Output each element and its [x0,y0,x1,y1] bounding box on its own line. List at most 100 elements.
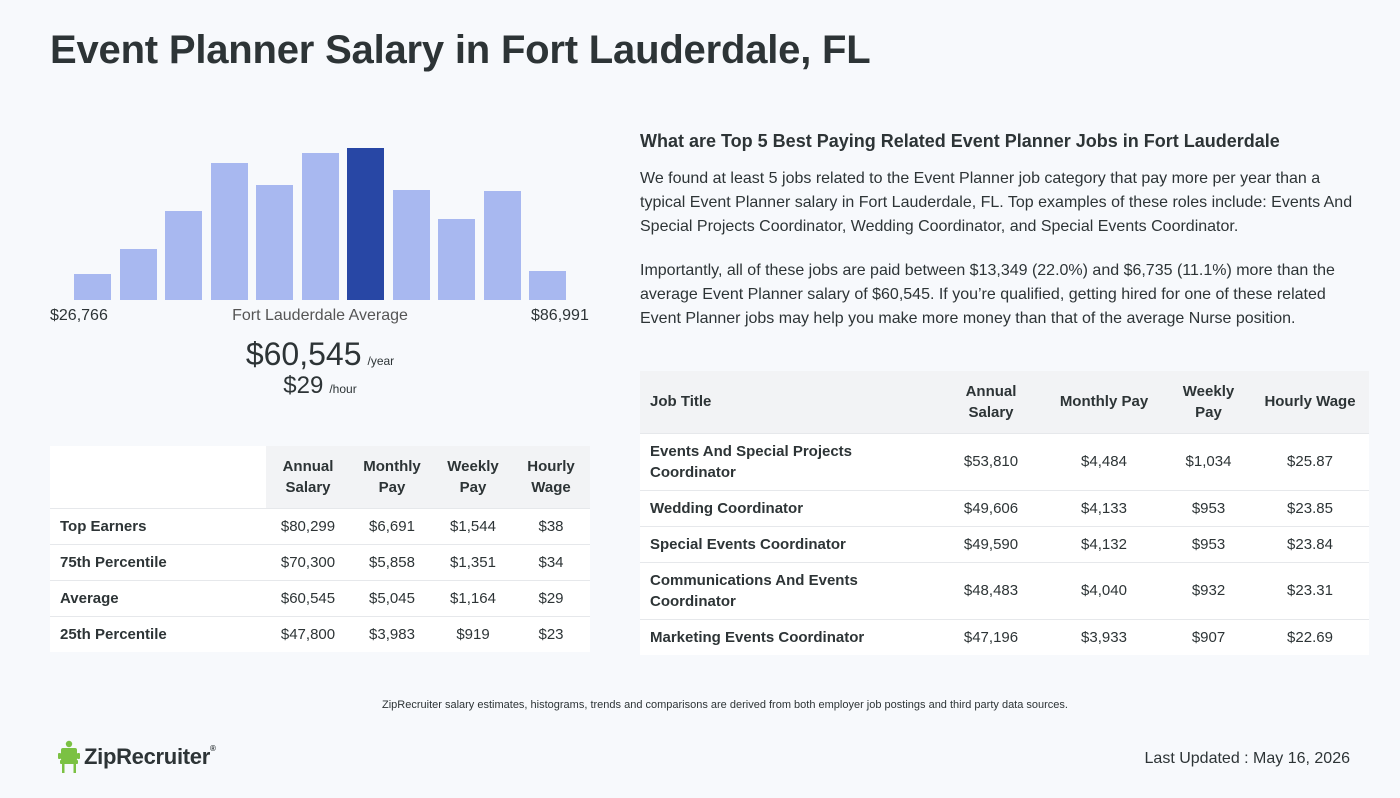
job-weekly: $907 [1166,618,1251,655]
percentile-monthly: $3,983 [350,615,434,652]
percentile-row-label: 75th Percentile [50,543,266,580]
job-monthly: $4,133 [1042,489,1166,526]
average-annual-value: $60,545 [245,336,362,372]
job-monthly: $4,484 [1042,432,1166,490]
job-title: Special Events Coordinator [640,525,940,562]
job-annual: $48,483 [940,561,1042,619]
job-weekly: $1,034 [1166,432,1251,490]
percentile-hourly: $29 [512,579,590,616]
jobs-header-annual: Annual Salary [940,371,1042,433]
job-annual: $49,590 [940,525,1042,562]
job-annual: $47,196 [940,618,1042,655]
jobs-header-title: Job Title [640,371,940,433]
histogram-bar [301,153,339,300]
job-title: Events And Special Projects Coordinator [640,432,940,490]
percentile-row: 75th Percentile $70,300 $5,858 $1,351 $3… [50,543,590,580]
percentile-weekly: $1,544 [434,507,512,544]
histogram-average-label: Fort Lauderdale Average [232,307,408,324]
last-updated: Last Updated : May 16, 2026 [1144,750,1350,767]
jobs-table-row: Special Events Coordinator $49,590 $4,13… [640,525,1369,562]
histogram-bar [483,191,521,300]
percentile-header-monthly: Monthly Pay [350,446,434,508]
average-annual-unit: /year [367,354,395,368]
job-title: Marketing Events Coordinator [640,618,940,655]
average-annual: $60,545/year [50,336,590,373]
percentile-hourly: $34 [512,543,590,580]
percentile-row-label: Average [50,579,266,616]
percentile-annual: $80,299 [266,507,350,544]
job-annual: $49,606 [940,489,1042,526]
jobs-header-weekly: Weekly Pay [1166,371,1251,433]
histogram-bar [347,148,384,300]
jobs-table-header: Job Title Annual Salary Monthly Pay Week… [640,371,1369,433]
jobs-table-row: Communications And Events Coordinator $4… [640,561,1369,619]
logo-registered: ® [209,744,216,753]
job-weekly: $932 [1166,561,1251,619]
percentile-monthly: $6,691 [350,507,434,544]
percentile-header-blank [50,446,266,508]
job-annual: $53,810 [940,432,1042,490]
histogram-bar [529,271,566,300]
percentile-annual: $47,800 [266,615,350,652]
job-monthly: $4,132 [1042,525,1166,562]
job-hourly: $23.85 [1251,489,1369,526]
logo-text: ZipRecruiter® [84,744,216,770]
percentile-header-annual: Annual Salary [266,446,350,508]
percentile-annual: $60,545 [266,579,350,616]
percentile-header-hourly: Hourly Wage [512,446,590,508]
job-hourly: $22.69 [1251,618,1369,655]
jobs-header-monthly: Monthly Pay [1042,371,1166,433]
histogram-bar [438,219,475,300]
related-jobs-heading: What are Top 5 Best Paying Related Event… [640,131,1280,151]
histogram-bar [74,274,111,300]
percentile-row: Top Earners $80,299 $6,691 $1,544 $38 [50,507,590,544]
related-jobs-table: Job Title Annual Salary Monthly Pay Week… [640,371,1369,655]
job-title: Wedding Coordinator [640,489,940,526]
percentile-table: Annual Salary Monthly Pay Weekly Pay Hou… [50,446,590,652]
average-hourly: $29/hour [50,372,590,400]
histogram-bar [210,163,248,300]
average-hourly-value: $29 [283,372,324,399]
job-title: Communications And Events Coordinator [640,561,940,619]
percentile-monthly: $5,045 [350,579,434,616]
histogram-bar [119,249,157,300]
percentile-row: Average $60,545 $5,045 $1,164 $29 [50,579,590,616]
histogram-bar [392,190,430,300]
logo-wordmark: ZipRecruiter [84,744,210,769]
percentile-weekly: $1,164 [434,579,512,616]
percentile-hourly: $38 [512,507,590,544]
histogram-bar [256,185,293,300]
job-hourly: $25.87 [1251,432,1369,490]
histogram-min-label: $26,766 [50,307,108,324]
related-jobs-paragraph-1: We found at least 5 jobs related to the … [640,170,1353,235]
percentile-row: 25th Percentile $47,800 $3,983 $919 $23 [50,615,590,652]
percentile-monthly: $5,858 [350,543,434,580]
chair-mascot-icon [58,740,80,773]
jobs-table-row: Wedding Coordinator $49,606 $4,133 $953 … [640,489,1369,526]
percentile-row-label: Top Earners [50,507,266,544]
job-hourly: $23.31 [1251,561,1369,619]
job-hourly: $23.84 [1251,525,1369,562]
job-weekly: $953 [1166,525,1251,562]
histogram-max-label: $86,991 [531,307,589,324]
job-monthly: $4,040 [1042,561,1166,619]
jobs-header-hourly: Hourly Wage [1251,371,1369,433]
percentile-weekly: $1,351 [434,543,512,580]
ziprecruiter-logo[interactable]: ZipRecruiter® [58,740,216,774]
salary-histogram [74,140,568,300]
percentile-weekly: $919 [434,615,512,652]
jobs-table-row: Events And Special Projects Coordinator … [640,432,1369,490]
percentile-annual: $70,300 [266,543,350,580]
percentile-row-label: 25th Percentile [50,615,266,652]
related-jobs-paragraph-2: Importantly, all of these jobs are paid … [640,262,1335,327]
histogram-bar [165,211,202,300]
job-weekly: $953 [1166,489,1251,526]
page-title: Event Planner Salary in Fort Lauderdale,… [50,28,871,72]
job-monthly: $3,933 [1042,618,1166,655]
percentile-header-weekly: Weekly Pay [434,446,512,508]
jobs-table-row: Marketing Events Coordinator $47,196 $3,… [640,618,1369,655]
percentile-hourly: $23 [512,615,590,652]
percentile-table-header: Annual Salary Monthly Pay Weekly Pay Hou… [50,446,590,508]
average-hourly-unit: /hour [329,382,357,396]
data-source-footnote: ZipRecruiter salary estimates, histogram… [382,699,1068,711]
